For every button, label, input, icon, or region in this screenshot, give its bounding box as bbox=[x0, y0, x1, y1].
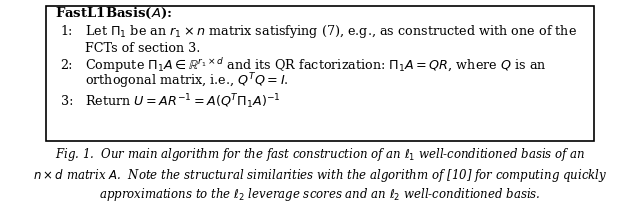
Text: Return $U = AR^{-1} = A(Q^T\Pi_1 A)^{-1}$: Return $U = AR^{-1} = A(Q^T\Pi_1 A)^{-1}… bbox=[85, 91, 281, 110]
Text: orthogonal matrix, i.e., $Q^T Q = I$.: orthogonal matrix, i.e., $Q^T Q = I$. bbox=[85, 71, 289, 91]
Text: Compute $\Pi_1 A \in \mathbb{R}^{r_1 \times d}$ and its QR factorization: $\Pi_1: Compute $\Pi_1 A \in \mathbb{R}^{r_1 \ti… bbox=[85, 55, 547, 74]
Text: FCTs of section 3.: FCTs of section 3. bbox=[85, 41, 200, 54]
Text: FastL1Basis($A$):: FastL1Basis($A$): bbox=[55, 6, 172, 21]
Text: 3:: 3: bbox=[61, 94, 73, 107]
Text: Let $\Pi_1$ be an $r_1 \times n$ matrix satisfying (7), e.g., as constructed wit: Let $\Pi_1$ be an $r_1 \times n$ matrix … bbox=[85, 23, 577, 40]
Text: $n \times d$ matrix $A$.  Note the structural similarities with the algorithm of: $n \times d$ matrix $A$. Note the struct… bbox=[33, 166, 607, 183]
Text: Fig. 1.  Our main algorithm for the fast construction of an $\ell_1$ well-condit: Fig. 1. Our main algorithm for the fast … bbox=[54, 146, 586, 163]
Text: 1:: 1: bbox=[61, 25, 73, 38]
Text: 2:: 2: bbox=[61, 58, 73, 71]
Text: approximations to the $\ell_2$ leverage scores and an $\ell_2$ well-conditioned : approximations to the $\ell_2$ leverage … bbox=[99, 185, 541, 202]
FancyBboxPatch shape bbox=[47, 7, 593, 141]
